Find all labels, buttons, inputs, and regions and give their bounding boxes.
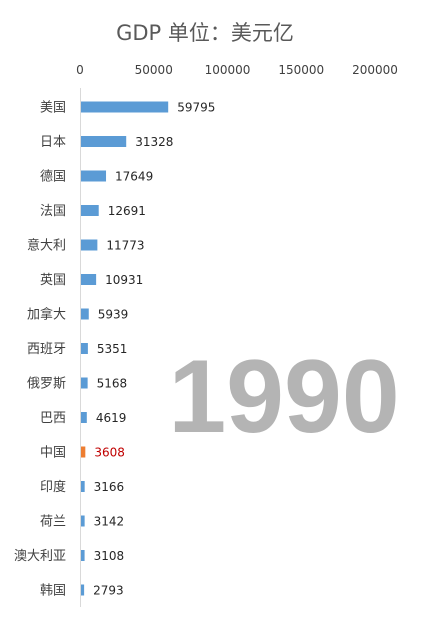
bar <box>81 412 87 423</box>
bar <box>81 515 85 527</box>
bar <box>81 136 127 147</box>
category-label: 巴西 <box>40 411 66 426</box>
data-label: 3608 <box>94 446 125 460</box>
x-tick-label: 200000 <box>352 63 398 77</box>
bar <box>81 101 169 113</box>
category-label: 荷兰 <box>40 515 66 530</box>
category-label: 澳大利亚 <box>14 548 66 564</box>
data-label: 31328 <box>135 135 173 149</box>
bar <box>81 170 107 182</box>
data-label: 59795 <box>177 101 215 115</box>
category-label: 加拿大 <box>27 307 66 323</box>
x-tick-label: 0 <box>76 63 84 77</box>
bar <box>81 584 85 596</box>
data-label: 5939 <box>98 308 129 322</box>
category-label: 法国 <box>40 204 66 219</box>
bar <box>81 343 88 354</box>
data-label: 4619 <box>96 411 127 425</box>
bar <box>81 205 99 216</box>
category-label: 日本 <box>40 135 66 150</box>
category-label: 美国 <box>40 101 66 116</box>
bar <box>81 239 98 251</box>
category-label: 印度 <box>40 479 66 495</box>
data-label: 5351 <box>97 342 128 356</box>
bar <box>81 446 86 458</box>
category-label: 俄罗斯 <box>27 377 66 392</box>
category-label: 中国 <box>40 446 66 461</box>
bar <box>81 308 89 320</box>
x-tick-label: 50000 <box>135 63 173 77</box>
bar <box>81 377 88 389</box>
category-label: 英国 <box>40 273 66 288</box>
data-label: 17649 <box>115 170 153 184</box>
x-tick-label: 100000 <box>205 63 251 77</box>
category-label: 韩国 <box>40 584 66 599</box>
data-label: 3142 <box>94 515 125 529</box>
data-label: 11773 <box>106 239 144 253</box>
data-label: 2793 <box>93 584 124 598</box>
category-label: 西班牙 <box>27 342 66 357</box>
data-label: 3108 <box>94 549 125 563</box>
x-tick-label: 150000 <box>278 63 324 77</box>
bar <box>81 481 85 492</box>
data-label: 10931 <box>105 273 143 287</box>
data-label: 5168 <box>97 377 128 391</box>
bar <box>81 550 85 561</box>
data-label: 3166 <box>94 480 125 494</box>
chart-title: GDP 单位：美元亿 <box>116 21 294 45</box>
bar <box>81 274 97 285</box>
category-label: 德国 <box>40 170 66 185</box>
category-label: 意大利 <box>27 238 66 254</box>
data-label: 12691 <box>108 204 146 218</box>
year-watermark: 1990 <box>168 339 399 455</box>
